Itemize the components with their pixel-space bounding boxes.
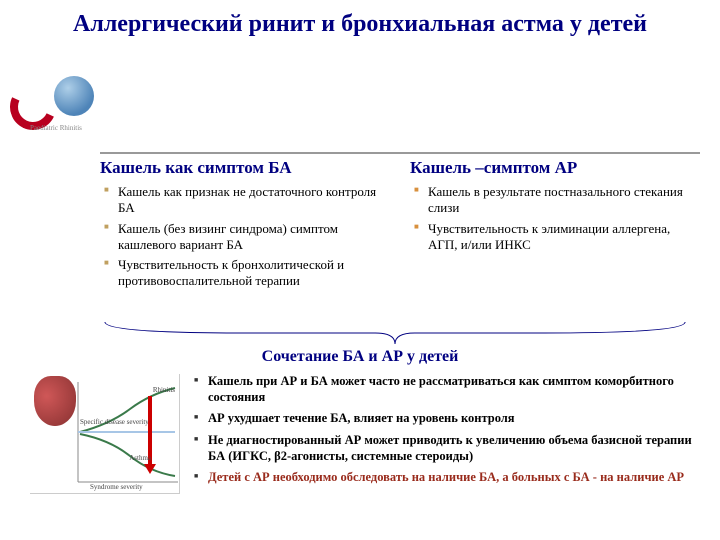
logo: Paediatric Rhinitis <box>10 74 100 134</box>
list-item: Чувствительность к элиминации аллергена,… <box>414 221 700 254</box>
right-bullets: Кашель в результате постназального стека… <box>410 184 700 253</box>
diagram-label: Syndrome severity <box>90 483 143 491</box>
brace-icon <box>100 320 690 346</box>
left-column: Кашель как симптом БА Кашель как признак… <box>100 158 390 294</box>
divider <box>100 152 700 154</box>
globe-icon <box>54 76 94 116</box>
list-item: Чувствительность к бронхолитической и пр… <box>104 257 390 290</box>
left-bullets: Кашель как признак не достаточного контр… <box>100 184 390 290</box>
list-item: Не диагностированный АР может приводить … <box>194 433 700 464</box>
severity-diagram: Rhinitis Specific disease severity Asthm… <box>30 374 180 494</box>
section2-title: Сочетание БА и АР у детей <box>0 348 720 366</box>
list-item: Детей с АР необходимо обследовать на нал… <box>194 470 700 486</box>
list-item: АР ухудшает течение БА, влияет на уровен… <box>194 411 700 427</box>
left-heading: Кашель как симптом БА <box>100 158 390 178</box>
right-heading: Кашель –симптом АР <box>410 158 700 178</box>
diagram-label: Rhinitis <box>153 386 175 394</box>
list-item: Кашель при АР и БА может часто не рассма… <box>194 374 700 405</box>
diagram-label: Specific disease severity <box>80 418 149 426</box>
list-item: Кашель в результате постназального стека… <box>414 184 700 217</box>
page-title: Аллергический ринит и бронхиальная астма… <box>0 0 720 45</box>
bottom-bullets: Кашель при АР и БА может часто не рассма… <box>194 374 700 532</box>
list-item: Кашель как признак не достаточного контр… <box>104 184 390 217</box>
bottom-section: Rhinitis Specific disease severity Asthm… <box>30 374 700 532</box>
diagram-label: Asthma <box>129 454 151 462</box>
two-column-section: Кашель как симптом БА Кашель как признак… <box>100 158 700 294</box>
logo-caption: Paediatric Rhinitis <box>30 125 82 132</box>
list-item: Кашель (без визинг синдрома) симптом каш… <box>104 221 390 254</box>
right-column: Кашель –симптом АР Кашель в результате п… <box>410 158 700 294</box>
